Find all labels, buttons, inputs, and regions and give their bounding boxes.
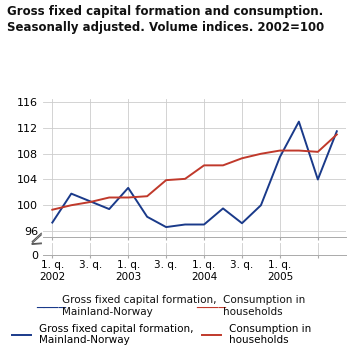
Gross fixed capital formation,
Mainland-Norway (259, 203, 263, 207)
Consumption in
households (202, 163, 206, 167)
Consumption in
households (259, 152, 263, 156)
Text: ────: ──── (36, 302, 66, 314)
Consumption in
households (88, 200, 92, 204)
Text: Gross fixed capital formation and consumption.
Seasonally adjusted. Volume indic: Gross fixed capital formation and consum… (7, 5, 325, 34)
Consumption in
households (240, 156, 244, 160)
Gross fixed capital formation,
Mainland-Norway (202, 222, 206, 227)
Consumption in
households (164, 178, 168, 182)
Consumption in
households (126, 195, 130, 200)
Gross fixed capital formation,
Mainland-Norway (145, 215, 149, 219)
Legend: Gross fixed capital formation,
Mainland-Norway, Consumption in
households: Gross fixed capital formation, Mainland-… (12, 324, 312, 345)
Consumption in
households (145, 194, 149, 198)
Gross fixed capital formation,
Mainland-Norway (126, 186, 130, 190)
Consumption in
households (316, 150, 320, 154)
Gross fixed capital formation,
Mainland-Norway (107, 207, 111, 211)
Text: Consumption in
households: Consumption in households (223, 295, 305, 317)
Gross fixed capital formation,
Mainland-Norway (164, 225, 168, 229)
Gross fixed capital formation,
Mainland-Norway (50, 221, 55, 225)
Text: Gross fixed capital formation,
Mainland-Norway: Gross fixed capital formation, Mainland-… (62, 295, 217, 317)
Consumption in
households (278, 148, 282, 153)
Gross fixed capital formation,
Mainland-Norway (297, 120, 301, 124)
Gross fixed capital formation,
Mainland-Norway (69, 192, 74, 196)
Consumption in
households (221, 163, 225, 167)
Consumption in
households (69, 203, 74, 207)
Gross fixed capital formation,
Mainland-Norway (335, 129, 339, 133)
Consumption in
households (183, 177, 187, 181)
Consumption in
households (335, 132, 339, 137)
Gross fixed capital formation,
Mainland-Norway (316, 177, 320, 182)
Gross fixed capital formation,
Mainland-Norway (240, 221, 244, 225)
Gross fixed capital formation,
Mainland-Norway (88, 199, 92, 204)
Consumption in
households (107, 195, 111, 200)
Line: Consumption in
households: Consumption in households (52, 135, 337, 210)
Consumption in
households (297, 148, 301, 153)
Text: ────: ──── (196, 302, 226, 314)
Line: Gross fixed capital formation,
Mainland-Norway: Gross fixed capital formation, Mainland-… (52, 122, 337, 227)
Gross fixed capital formation,
Mainland-Norway (221, 206, 225, 211)
Consumption in
households (50, 207, 55, 212)
Gross fixed capital formation,
Mainland-Norway (278, 155, 282, 159)
Gross fixed capital formation,
Mainland-Norway (183, 222, 187, 227)
